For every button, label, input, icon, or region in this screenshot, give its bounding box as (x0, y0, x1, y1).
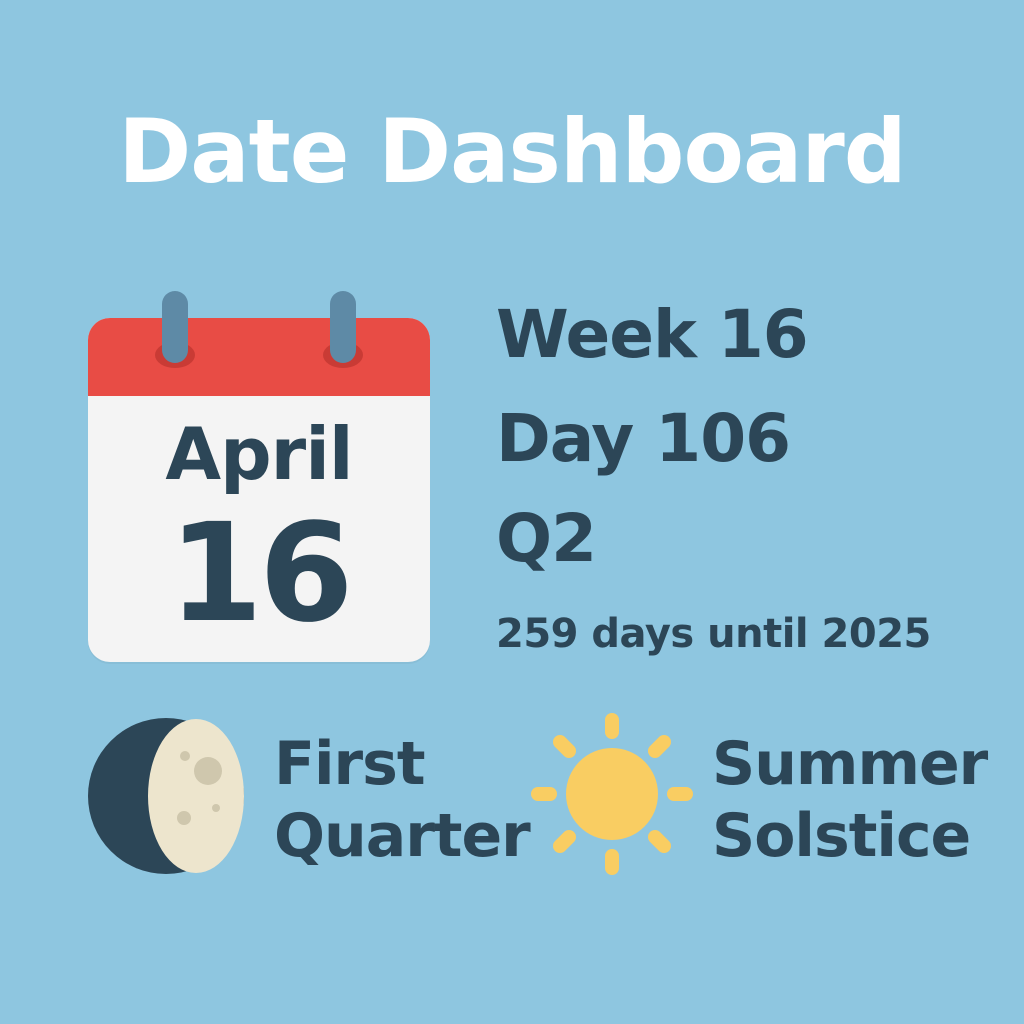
season-label: Summer Solstice (712, 728, 988, 872)
calendar-header (88, 318, 430, 396)
quarter: Q2 (496, 500, 597, 577)
year-countdown: 259 days until 2025 (496, 611, 931, 657)
calendar-day: 16 (168, 495, 353, 653)
page-title: Date Dashboard (118, 100, 907, 203)
week-number: Week 16 (496, 296, 809, 373)
calendar-ring-left (162, 291, 188, 363)
moon-phase-icon (88, 716, 248, 876)
calendar-icon: April 16 (88, 318, 430, 662)
moon-phase-label-line1: First (274, 729, 426, 799)
season-label-line2: Solstice (712, 801, 971, 871)
calendar-month: April (165, 412, 353, 496)
calendar-ring-right (330, 291, 356, 363)
moon-phase-label-line2: Quarter (274, 801, 531, 871)
moon-phase-label: First Quarter (274, 728, 531, 872)
season-label-line1: Summer (712, 729, 988, 799)
sun-icon (530, 712, 694, 876)
day-of-year: Day 106 (496, 400, 791, 477)
